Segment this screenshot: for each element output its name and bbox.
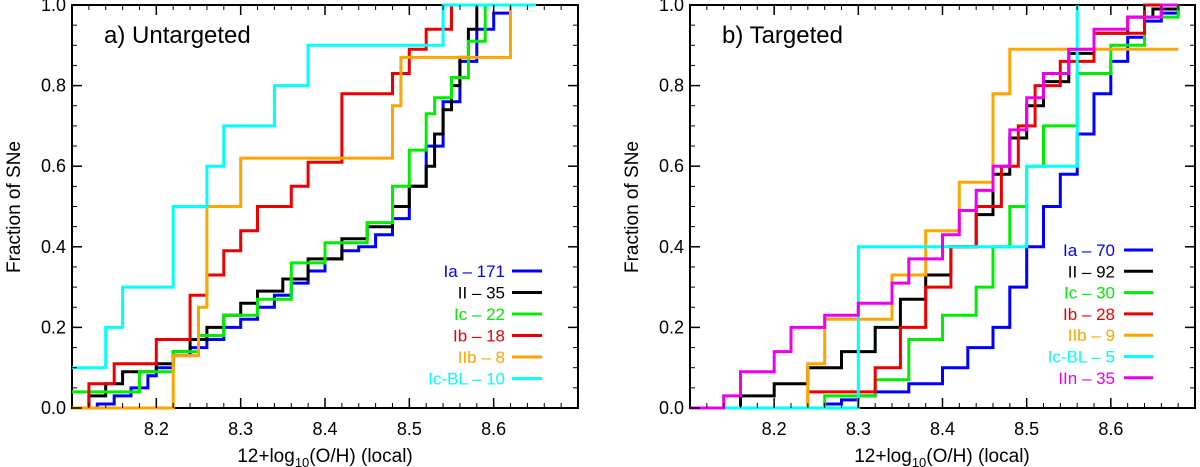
y-tick-label: 1.0: [41, 0, 66, 15]
y-tick-label: 0.4: [659, 237, 684, 257]
y-tick-label: 0.6: [41, 156, 66, 176]
x-tick-label: 8.6: [481, 419, 506, 439]
y-tick-label: 0.2: [41, 317, 66, 337]
tick-layer: 8.2 8.3 8.4 8.5 8.6 0.0 0.2 0.4 0.6 0.8 1.0: [41, 0, 578, 439]
y-axis-title: Fraction of SNe: [4, 141, 25, 273]
legend-label-ia: Ia – 70: [1063, 241, 1115, 260]
plot-frame: [689, 4, 1196, 409]
x-axis-title: 12+log10(O/H) (local): [237, 446, 413, 467]
x-tick-label: 8.3: [846, 419, 871, 439]
panel-untargeted: 8.2 8.3 8.4 8.5 8.6 0.0 0.2 0.4 0.6 0.8 1.0 a) Unt…: [4, 0, 579, 467]
legend-label-iib: IIb – 8: [458, 348, 505, 367]
x-axis-title-subscript: 10: [912, 455, 926, 467]
legend-label-ib: Ib – 18: [453, 327, 505, 346]
y-tick-label: 0.6: [659, 156, 684, 176]
series-layer: [72, 3, 536, 410]
series-ic-bl: [690, 5, 1079, 410]
legend-label-ia: Ia – 171: [444, 262, 505, 281]
series-iib: [72, 3, 536, 410]
legend-label-ic-bl: Ic-BL – 10: [428, 370, 505, 389]
y-tick-label: 0.8: [41, 76, 66, 96]
x-tick-label: 8.5: [1014, 419, 1039, 439]
legend-label-ic: Ic – 22: [454, 305, 505, 324]
x-axis-title-subscript: 10: [295, 455, 309, 467]
series-layer: [690, 3, 1180, 410]
legend-label-ic: Ic – 30: [1064, 284, 1115, 303]
y-tick-label: 0.0: [659, 398, 684, 418]
panel-targeted: 8.2 8.3 8.4 8.5 8.6 0.0 0.2 0.4 0.6 0.8 1.0 b) Tar…: [622, 0, 1196, 467]
legend-label-iin: IIn – 35: [1058, 369, 1115, 388]
x-axis-title: 12+log10(O/H) (local): [854, 446, 1030, 467]
tick-layer: 8.2 8.3 8.4 8.5 8.6 0.0 0.2 0.4 0.6 0.8 1.0: [659, 0, 1195, 439]
series-ic-bl: [72, 3, 536, 370]
x-tick-label: 8.4: [930, 419, 955, 439]
x-axis-title-main: 12+log: [237, 446, 295, 467]
y-tick-label: 0.8: [659, 76, 684, 96]
x-tick-label: 8.5: [397, 419, 422, 439]
x-tick-label: 8.3: [228, 419, 253, 439]
y-tick-label: 0.0: [41, 398, 66, 418]
panel-title: a) Untargeted: [104, 22, 251, 49]
legend-label-ii: II – 92: [1068, 262, 1115, 281]
series-iib: [690, 47, 1179, 410]
legend-label-ii: II – 35: [458, 284, 505, 303]
x-axis-title-rest: (O/H) (local): [926, 446, 1029, 467]
y-tick-label: 1.0: [659, 0, 684, 15]
series-ib: [72, 3, 536, 410]
legend-label-ib: Ib – 28: [1063, 305, 1115, 324]
x-tick-label: 8.4: [312, 419, 337, 439]
y-tick-label: 0.4: [41, 237, 66, 257]
x-axis-title-rest: (O/H) (local): [309, 446, 412, 467]
legend: Ia – 171 II – 35 Ic – 22 Ib – 18 IIb – 8 Ic-B…: [428, 262, 542, 389]
legend-label-iib: IIb – 9: [1068, 326, 1115, 345]
y-tick-label: 0.2: [659, 317, 684, 337]
x-tick-label: 8.2: [144, 419, 169, 439]
x-axis-title-main: 12+log: [854, 446, 912, 467]
legend-label-ic-bl: Ic-BL – 5: [1048, 348, 1115, 367]
x-tick-label: 8.2: [762, 419, 787, 439]
series-iin: [690, 3, 1179, 410]
y-axis-title: Fraction of SNe: [622, 141, 643, 273]
x-tick-label: 8.6: [1098, 419, 1123, 439]
legend: Ia – 70 II – 92 Ic – 30 Ib – 28 IIb – 9 Ic-BL…: [1048, 241, 1153, 388]
series-ia: [72, 3, 536, 410]
panel-title: b) Targeted: [722, 22, 843, 49]
series-ib: [690, 3, 1179, 410]
